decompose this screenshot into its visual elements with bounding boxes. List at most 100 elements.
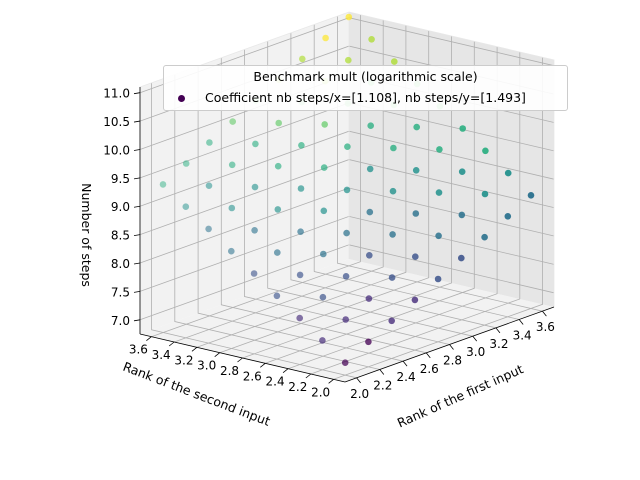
data-point <box>367 122 375 129</box>
data-point <box>252 140 259 148</box>
y-tick <box>146 336 152 341</box>
data-point <box>345 56 352 64</box>
data-point <box>391 58 398 65</box>
z-tick <box>133 92 141 95</box>
z-tick <box>133 120 141 123</box>
data-point <box>343 186 351 194</box>
x-grid-line <box>151 82 357 379</box>
y-tick <box>282 368 289 373</box>
x-grid-line <box>197 66 404 362</box>
x-tick-label: 2.6 <box>420 362 439 376</box>
data-point <box>296 314 304 322</box>
x-grid-line <box>244 49 450 345</box>
z-axis-label: Number of steps <box>79 183 94 287</box>
y-tick-label: 2.8 <box>220 364 239 378</box>
data-point <box>388 274 396 281</box>
data-point <box>251 227 258 234</box>
legend-entry: Coefficient nb steps/x=[1.108], nb steps… <box>178 90 526 105</box>
data-point <box>366 208 374 216</box>
data-point <box>366 165 374 173</box>
z-tick-label: 9.5 <box>111 172 130 186</box>
data-point <box>319 293 327 301</box>
z-tick-label: 8.0 <box>111 257 130 271</box>
x-tick <box>356 377 361 384</box>
data-point <box>228 247 235 255</box>
data-point <box>275 119 283 127</box>
data-point <box>481 233 488 241</box>
data-point <box>342 273 350 280</box>
y-tick-label: 3.6 <box>129 343 148 357</box>
x-tick <box>425 352 431 359</box>
y-tick <box>260 363 266 368</box>
data-point <box>365 338 372 346</box>
y-grid-line <box>265 41 475 364</box>
data-point <box>434 275 442 283</box>
x-tick <box>379 369 385 375</box>
data-point <box>412 167 420 174</box>
legend: Benchmark mult (logarithmic scale) Coeff… <box>163 65 568 111</box>
data-point <box>482 147 489 155</box>
data-point <box>273 292 281 300</box>
data-point <box>321 121 329 128</box>
y-tick-label: 3.4 <box>152 348 171 362</box>
x-tick-label: 3.0 <box>466 345 485 359</box>
y-grid-line <box>242 36 452 359</box>
data-point <box>320 250 327 258</box>
data-point <box>296 271 304 279</box>
data-point <box>250 270 258 277</box>
x-tick <box>542 310 547 317</box>
z-tick-label: 9.0 <box>111 200 130 214</box>
legend-entry-label: Coefficient nb steps/x=[1.108], nb steps… <box>205 90 526 105</box>
z-tick-label: 7.5 <box>111 285 130 299</box>
data-point <box>298 142 305 149</box>
data-points <box>159 13 535 367</box>
data-point <box>388 317 396 325</box>
z-tick <box>133 234 141 237</box>
legend-title: Benchmark mult (logarithmic scale) <box>253 69 478 84</box>
data-point <box>459 125 467 132</box>
data-point <box>274 249 281 256</box>
data-point <box>390 144 397 152</box>
x-tick-label: 2.2 <box>373 379 392 393</box>
data-point <box>504 169 512 177</box>
data-point <box>299 55 306 63</box>
data-point <box>343 229 350 237</box>
data-point <box>182 203 190 210</box>
data-point <box>319 337 326 344</box>
data-point <box>368 36 375 43</box>
y-tick <box>214 352 220 357</box>
data-point <box>527 192 535 199</box>
data-point <box>251 183 259 191</box>
data-point <box>412 253 419 260</box>
data-point <box>341 359 349 367</box>
y-tick-label: 2.4 <box>266 375 285 389</box>
data-point <box>229 118 236 125</box>
data-point <box>206 139 213 146</box>
data-point <box>297 185 305 192</box>
data-point <box>297 228 304 235</box>
y-tick <box>168 341 175 347</box>
x-tick <box>449 344 454 350</box>
y-tick <box>191 347 198 352</box>
y-tick-label: 3.0 <box>197 359 216 373</box>
data-point <box>458 168 466 175</box>
data-point <box>389 187 397 195</box>
data-point <box>389 231 396 238</box>
x-tick <box>518 319 524 325</box>
data-point <box>344 143 351 150</box>
y-grid-line <box>219 30 430 354</box>
x-tick-label: 3.4 <box>513 329 532 343</box>
data-point <box>365 295 373 302</box>
data-point <box>366 252 373 259</box>
tick-labels: 2.02.22.42.62.83.03.23.43.62.02.22.42.62… <box>103 87 555 401</box>
z-tick <box>133 205 141 208</box>
z-tick <box>133 149 141 151</box>
data-point <box>228 161 236 169</box>
y-tick <box>305 373 312 379</box>
x-tick-label: 3.2 <box>489 337 508 351</box>
data-point <box>481 190 489 198</box>
legend-marker-icon <box>178 95 185 102</box>
data-point <box>322 34 329 42</box>
y-tick <box>328 379 334 384</box>
x-tick <box>472 335 478 342</box>
